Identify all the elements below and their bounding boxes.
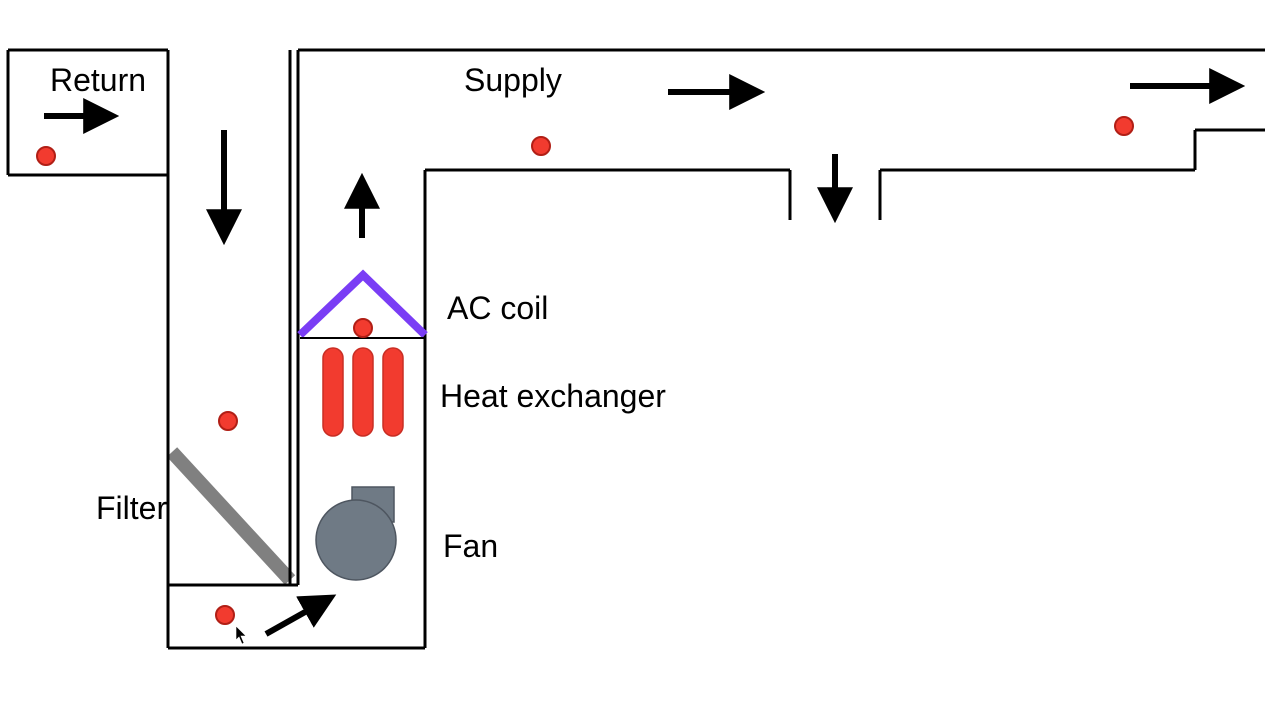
diagram-svg xyxy=(0,0,1280,720)
heat-exchanger-tube xyxy=(323,348,343,436)
cursor-icon xyxy=(236,626,246,644)
return-label: Return xyxy=(50,62,146,99)
heat-exchanger-label: Heat exchanger xyxy=(440,378,666,415)
sensor-dot xyxy=(532,137,550,155)
heat-exchanger-tube xyxy=(353,348,373,436)
supply-label: Supply xyxy=(464,62,562,99)
filter-bar xyxy=(172,452,290,580)
sensor-dot xyxy=(216,606,234,624)
sensor-dot xyxy=(1115,117,1133,135)
sensor-dot xyxy=(219,412,237,430)
ac-coil-label: AC coil xyxy=(447,290,548,327)
fan-blower-icon xyxy=(316,500,396,580)
heat-exchanger-tube xyxy=(383,348,403,436)
hvac-diagram: Return Supply AC coil Heat exchanger Fan… xyxy=(0,0,1280,720)
sensor-dot xyxy=(37,147,55,165)
bottom-arrow xyxy=(266,598,330,634)
fan-label: Fan xyxy=(443,528,498,565)
filter-label: Filter xyxy=(96,490,167,527)
sensor-dot xyxy=(354,319,372,337)
